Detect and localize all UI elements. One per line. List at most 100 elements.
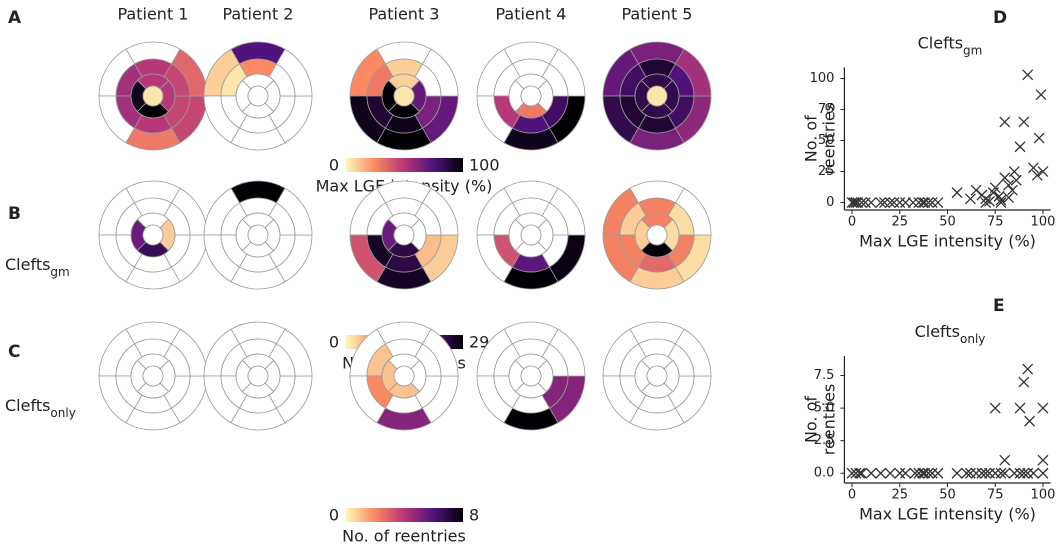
apex-segment	[393, 85, 415, 107]
empty-segment	[393, 365, 415, 387]
x-tick-label: 0	[848, 488, 856, 503]
x-tick-label: 50	[939, 215, 956, 230]
marker	[984, 195, 995, 207]
marker	[1022, 363, 1034, 375]
marker	[919, 197, 931, 209]
row-label-sub: only	[50, 406, 75, 420]
marker	[856, 467, 868, 479]
marker	[1037, 467, 1049, 479]
marker	[989, 182, 1001, 194]
x-tick-label: 25	[891, 215, 908, 230]
marker	[1037, 454, 1049, 466]
marker	[1037, 402, 1049, 414]
marker	[951, 467, 963, 479]
colorbar-tick-label: 8	[469, 506, 479, 525]
marker	[884, 197, 896, 209]
empty-segment	[520, 224, 542, 246]
marker	[995, 467, 1007, 479]
marker	[879, 197, 890, 209]
marker	[1014, 141, 1026, 153]
panel-letter: D	[993, 8, 1007, 28]
y-tick-label: 7.5	[814, 368, 835, 383]
marker	[852, 197, 864, 209]
empty-segment	[520, 365, 542, 387]
marker	[865, 467, 877, 479]
y-axis-label: reentries	[820, 384, 839, 456]
colorbar	[345, 158, 463, 172]
row-label-main: Clefts	[5, 396, 50, 415]
marker	[922, 197, 934, 209]
empty-segment	[247, 85, 269, 107]
marker	[993, 190, 1005, 202]
colorbar	[345, 508, 463, 522]
marker	[919, 467, 931, 479]
column-title: Patient 3	[369, 5, 440, 24]
marker	[846, 197, 858, 209]
marker	[1003, 179, 1015, 191]
marker	[995, 197, 1007, 209]
marker	[984, 467, 995, 479]
colorbar-tick-label: 0	[329, 156, 339, 175]
marker	[884, 467, 896, 479]
x-tick-label: 75	[987, 488, 1004, 503]
y-tick-label: 100	[810, 71, 835, 86]
marker	[932, 467, 944, 479]
empty-segment	[142, 224, 164, 246]
marker	[922, 467, 934, 479]
marker	[1014, 402, 1026, 414]
marker	[907, 197, 919, 209]
y-tick-label: 25	[818, 164, 835, 179]
y-axis-label: No. of	[802, 396, 821, 443]
chart-title: Cleftsgm	[918, 33, 983, 57]
chart-title-main: Clefts	[918, 33, 963, 52]
panel-letter: B	[8, 204, 21, 224]
x-tick-label: 100	[1031, 488, 1056, 503]
marker	[1018, 467, 1030, 479]
marker	[856, 197, 868, 209]
marker	[999, 116, 1011, 128]
empty-segment	[646, 365, 668, 387]
marker	[1022, 467, 1034, 479]
marker	[913, 197, 925, 209]
marker	[1033, 132, 1045, 144]
marker	[894, 197, 906, 209]
marker	[1010, 174, 1022, 186]
x-tick-label: 25	[891, 488, 908, 503]
y-tick-label: 5.0	[814, 401, 835, 416]
marker	[917, 467, 929, 479]
colorbar-tick-label: 100	[469, 156, 500, 175]
x-tick-label: 0	[848, 215, 856, 230]
marker	[1003, 192, 1015, 204]
chart-title-main: Clefts	[915, 322, 960, 341]
marker	[976, 467, 988, 479]
marker	[980, 467, 992, 479]
marker	[995, 194, 1007, 206]
marker	[999, 467, 1011, 479]
marker	[964, 467, 976, 479]
marker	[859, 197, 871, 209]
marker	[1008, 166, 1020, 178]
column-title: Patient 5	[622, 5, 693, 24]
column-title: Patient 2	[223, 5, 294, 24]
column-title: Patient 4	[496, 5, 567, 24]
marker	[888, 197, 900, 209]
apex-segment	[142, 85, 164, 107]
empty-segment	[646, 224, 668, 246]
marker	[1018, 376, 1030, 388]
empty-segment	[142, 365, 164, 387]
marker	[854, 467, 866, 479]
marker	[926, 467, 938, 479]
marker	[913, 467, 925, 479]
y-axis-label: No. of	[802, 115, 821, 162]
chart-title-sub: gm	[963, 43, 982, 57]
x-tick-label: 100	[1031, 215, 1056, 230]
colorbar-tick-label: 0	[329, 506, 339, 525]
y-tick-label: 0.0	[814, 466, 835, 481]
row-label: Cleftsonly	[5, 396, 76, 420]
y-tick-label: 0	[826, 195, 834, 210]
marker	[1027, 162, 1039, 174]
colorbar-tick-label: 0	[329, 333, 339, 352]
x-axis-label: Max LGE intensity (%)	[859, 232, 1036, 251]
marker	[1018, 116, 1030, 128]
